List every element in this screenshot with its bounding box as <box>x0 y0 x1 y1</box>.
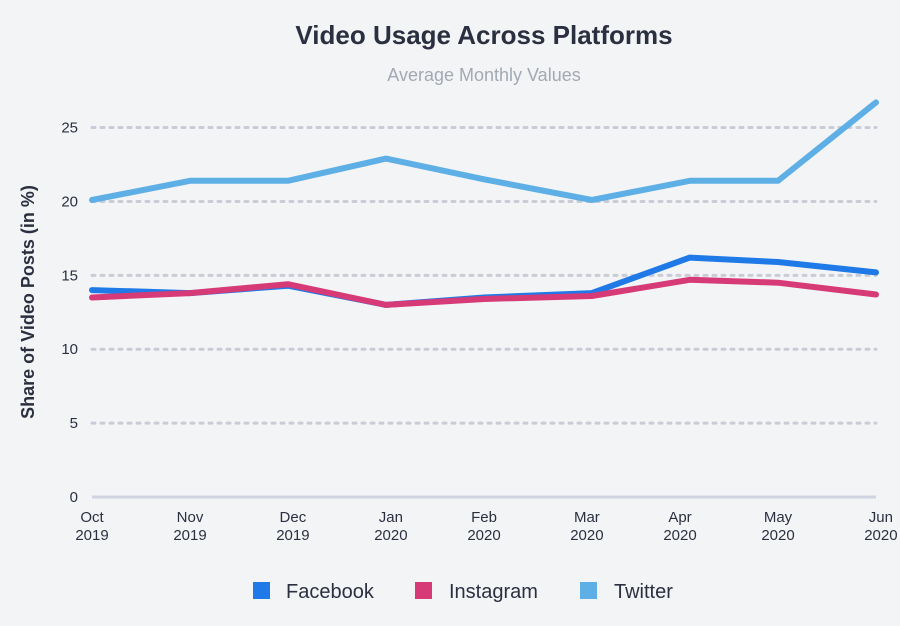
legend-label-twitter: Twitter <box>614 581 673 603</box>
chart-subtitle: Average Monthly Values <box>387 65 580 85</box>
y-axis-label: Share of Video Posts (in %) <box>18 185 38 419</box>
x-tick-label: Nov 2019 <box>173 509 206 544</box>
y-tick-label: 0 <box>70 489 78 506</box>
x-tick-label: Feb 2020 <box>467 509 500 544</box>
x-tick-label: Jan 2020 <box>374 509 407 544</box>
x-tick-label: May 2020 <box>761 509 794 544</box>
chart-title: Video Usage Across Platforms <box>295 20 672 50</box>
gridlines <box>90 126 878 425</box>
y-tick-label: 5 <box>70 415 78 432</box>
series-line-instagram <box>89 276 879 308</box>
y-axis-ticks: 0 5 10 15 20 25 <box>61 120 78 506</box>
legend-swatch-facebook <box>253 582 270 599</box>
x-axis-ticks: Oct 2019 Nov 2019 Dec 2019 Jan 2020 Feb 2020 Mar 20… <box>75 509 897 544</box>
y-tick-label: 25 <box>61 120 78 137</box>
x-tick-label: Apr 2020 <box>663 509 696 544</box>
legend-swatch-twitter <box>580 582 597 599</box>
legend-swatch-instagram <box>415 582 432 599</box>
x-tick-label: Jun 2020 <box>864 509 897 544</box>
series-lines <box>89 99 879 308</box>
y-tick-label: 10 <box>61 341 78 358</box>
x-tick-label: Dec 2019 <box>276 509 309 544</box>
legend-label-instagram: Instagram <box>449 581 538 603</box>
legend-label-facebook: Facebook <box>286 581 375 603</box>
y-tick-label: 15 <box>61 267 78 284</box>
legend: Facebook Instagram Twitter <box>253 581 673 603</box>
x-tick-label: Mar 2020 <box>570 509 603 544</box>
series-line-twitter <box>89 99 879 203</box>
x-tick-label: Oct 2019 <box>75 509 108 544</box>
y-tick-label: 20 <box>61 193 78 210</box>
